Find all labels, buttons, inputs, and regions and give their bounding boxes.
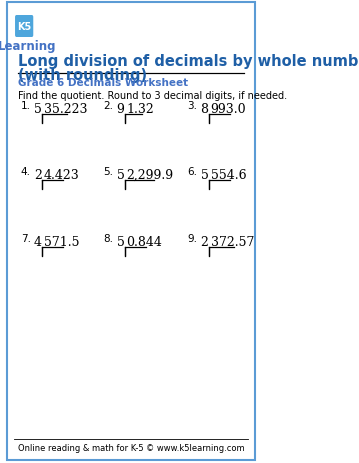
Text: Learning: Learning — [0, 40, 56, 53]
Text: 2,299.9: 2,299.9 — [126, 169, 174, 181]
Text: 5: 5 — [34, 103, 42, 116]
FancyBboxPatch shape — [7, 3, 255, 460]
Text: 571.5: 571.5 — [44, 236, 79, 249]
Text: Long division of decimals by whole numbers: Long division of decimals by whole numbe… — [18, 54, 359, 69]
Text: 2: 2 — [201, 236, 209, 249]
Text: 4.423: 4.423 — [44, 169, 80, 181]
Text: 1.: 1. — [21, 101, 31, 111]
Text: 1.32: 1.32 — [126, 103, 154, 116]
Text: 8: 8 — [201, 103, 209, 116]
Text: Grade 6 Decimals Worksheet: Grade 6 Decimals Worksheet — [18, 78, 188, 88]
Text: 5: 5 — [117, 236, 125, 249]
Text: (with rounding): (with rounding) — [18, 68, 147, 83]
Text: 5: 5 — [201, 169, 209, 181]
Text: 35.223: 35.223 — [44, 103, 87, 116]
Text: 372.57: 372.57 — [211, 236, 254, 249]
Text: 3.: 3. — [187, 101, 197, 111]
Text: © www.k5learning.com: © www.k5learning.com — [146, 443, 244, 452]
FancyBboxPatch shape — [15, 16, 33, 38]
Text: K5: K5 — [17, 22, 31, 32]
Text: 2.: 2. — [103, 101, 113, 111]
Text: Find the quotient. Round to 3 decimal digits, if needed.: Find the quotient. Round to 3 decimal di… — [18, 91, 287, 101]
Text: 6.: 6. — [187, 167, 197, 176]
Text: 0.844: 0.844 — [126, 236, 162, 249]
Text: 9.: 9. — [187, 233, 197, 244]
Text: 8.: 8. — [103, 233, 113, 244]
Text: 4.: 4. — [21, 167, 31, 176]
Text: 2: 2 — [34, 169, 42, 181]
Text: Online reading & math for K-5: Online reading & math for K-5 — [18, 443, 144, 452]
Text: 9: 9 — [117, 103, 125, 116]
Text: 7.: 7. — [21, 233, 31, 244]
Text: 993.0: 993.0 — [211, 103, 246, 116]
Text: 5.: 5. — [103, 167, 113, 176]
Text: 4: 4 — [34, 236, 42, 249]
Text: 5: 5 — [117, 169, 125, 181]
Text: 554.6: 554.6 — [211, 169, 246, 181]
